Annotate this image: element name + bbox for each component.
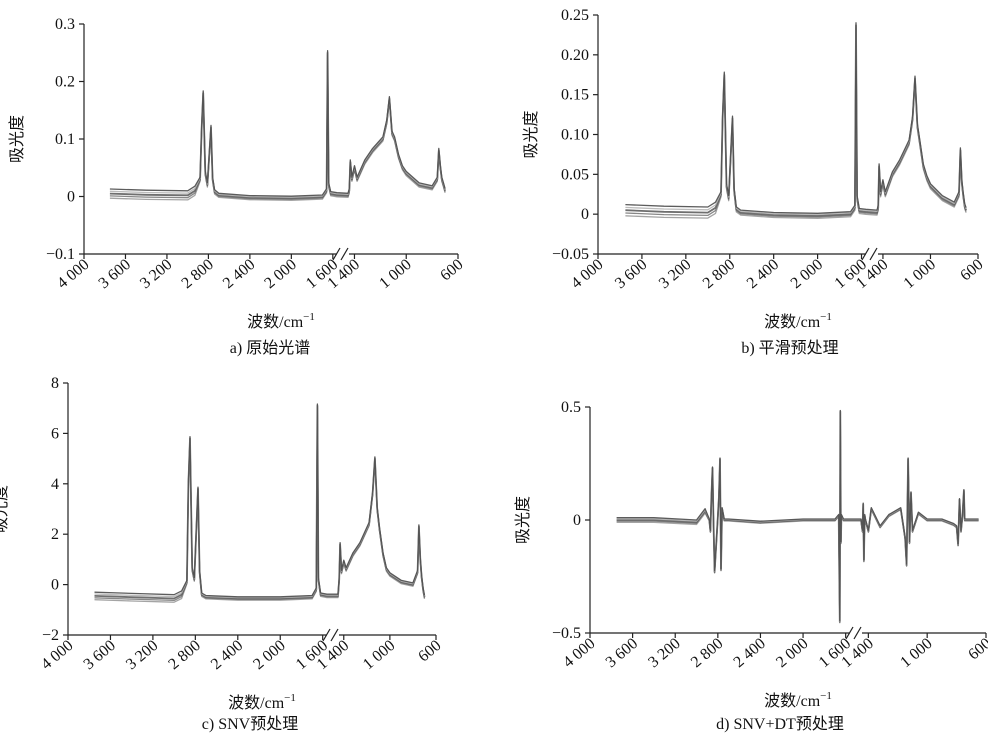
y-tick-label: 0 [573, 512, 581, 529]
panel-caption: b) 平滑预处理 [741, 339, 838, 357]
spectrum-line [616, 409, 979, 622]
x-tick-label: 2 800 [165, 637, 204, 673]
x-tick-label: 3 200 [123, 637, 162, 673]
spectrum-line [109, 53, 446, 200]
x-tick-label: 3 200 [645, 635, 684, 671]
axis-break-mark [861, 247, 870, 261]
spectrum-line [109, 50, 446, 197]
x-tick-label: 2 400 [220, 256, 259, 292]
x-tick-label: 1 000 [360, 637, 399, 673]
x-tick-label: 2 000 [773, 635, 812, 671]
panel-caption: c) SNV预处理 [202, 715, 298, 733]
spectrum-line [94, 403, 426, 598]
spectrum-line [94, 406, 426, 603]
y-axis-label: 吸光度 [8, 115, 26, 163]
axis-break-mark [322, 628, 331, 642]
panel-caption: d) SNV+DT预处理 [716, 715, 844, 733]
x-tick-label: 600 [415, 637, 444, 665]
x-tick-label: 2 400 [731, 635, 770, 671]
y-tick-label: 0 [581, 206, 589, 223]
spectrum-line [94, 405, 426, 602]
y-tick-label: −0.5 [552, 625, 581, 642]
spectrum-line [625, 23, 967, 216]
y-tick-label: −2 [42, 627, 59, 644]
x-tick-label: 3 600 [603, 635, 642, 671]
spectrum-line [109, 54, 446, 201]
x-tick-label: 2 800 [688, 635, 727, 671]
x-axis-label: 波数/cm−1 [228, 692, 296, 712]
axis-break-mark [330, 628, 339, 642]
spectrum-line [625, 22, 967, 214]
y-tick-label: 0.5 [561, 399, 581, 416]
y-tick-label: 0.20 [561, 47, 589, 64]
x-tick-label: 2 000 [250, 637, 289, 673]
y-tick-label: 6 [51, 425, 59, 442]
axis-break-mark [845, 626, 854, 640]
x-axis-label: 波数/cm−1 [764, 690, 832, 710]
x-tick-label: 3 600 [96, 256, 135, 292]
spectrum-line [94, 404, 426, 600]
axis-break-mark [869, 247, 878, 261]
y-tick-label: 0.05 [561, 166, 589, 183]
y-tick-label: 2 [51, 526, 59, 543]
y-tick-label: 0.25 [561, 7, 589, 24]
x-tick-label: 600 [965, 635, 988, 663]
x-tick-label: 2 000 [261, 256, 300, 292]
chart-panel-4: −0.500.54 000 3 600 3 200 2 800 2 400 2 000 1 … [514, 399, 988, 733]
y-tick-label: 0 [67, 189, 75, 206]
spectrum-line [625, 25, 967, 218]
x-axis-label: 波数/cm−1 [764, 311, 832, 331]
axis-break-mark [853, 626, 862, 640]
x-tick-label: 600 [437, 256, 466, 284]
y-tick-label: 4 [51, 476, 59, 493]
y-tick-label: −0.05 [552, 246, 589, 263]
x-tick-label: 2 000 [788, 256, 827, 292]
x-tick-label: 2 400 [744, 256, 783, 292]
y-tick-label: 0.10 [561, 127, 589, 144]
x-tick-label: 3 600 [81, 637, 120, 673]
x-tick-label: 600 [957, 256, 986, 284]
panel-caption: a) 原始光谱 [230, 339, 310, 357]
x-tick-label: 2 400 [208, 637, 247, 673]
y-tick-label: 0.1 [55, 131, 75, 148]
y-tick-label: 0.15 [561, 87, 589, 104]
x-tick-label: 2 800 [178, 256, 217, 292]
y-tick-label: −0.1 [46, 246, 75, 263]
x-tick-label: 3 200 [656, 256, 695, 292]
x-tick-label: 2 800 [700, 256, 739, 292]
y-axis-label: 吸光度 [0, 485, 10, 533]
y-axis-label: 吸光度 [522, 110, 540, 158]
chart-panel-1: −0.100.10.20.34 000 3 600 3 200 2 800 2 400 2… [8, 16, 467, 357]
spectrum-line [109, 51, 446, 198]
axis-break-mark [340, 247, 349, 261]
y-axis-label: 吸光度 [514, 496, 532, 544]
y-tick-label: 0 [51, 577, 59, 594]
axis-break-mark [332, 247, 341, 261]
y-tick-label: 0.3 [55, 16, 75, 33]
y-tick-label: 8 [51, 375, 59, 392]
x-tick-label: 3 200 [137, 256, 176, 292]
x-tick-label: 1 000 [376, 256, 415, 292]
spectrum-line [625, 27, 967, 219]
x-tick-label: 1 000 [897, 635, 936, 671]
spectrum-line [94, 404, 426, 599]
x-tick-label: 1 000 [901, 256, 940, 292]
x-axis-label: 波数/cm−1 [247, 311, 315, 331]
x-tick-label: 3 600 [612, 256, 651, 292]
spectrum-line [109, 51, 446, 200]
y-tick-label: 0.2 [55, 74, 75, 91]
spectrum-line [625, 24, 967, 217]
